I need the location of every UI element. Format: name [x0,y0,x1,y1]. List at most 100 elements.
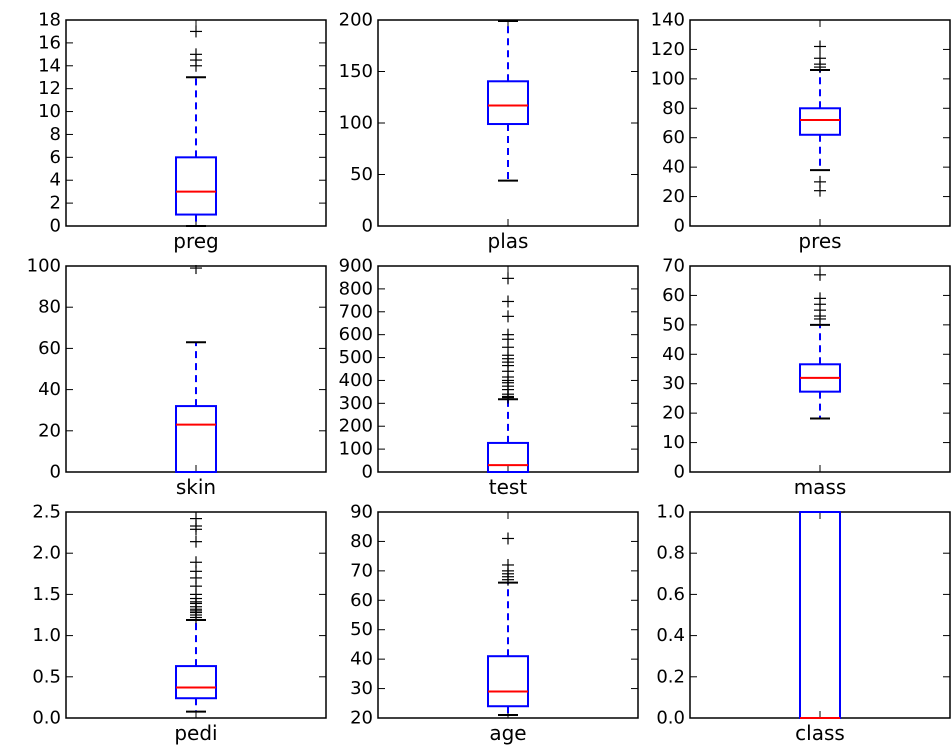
y-tick-label-preg: 14 [38,55,61,76]
y-tick-label-skin: 60 [38,338,61,359]
box-plas [487,80,529,126]
y-tick-label-pedi: 0.0 [32,708,61,729]
y-tick-label-test: 600 [339,324,373,345]
y-tick-label-skin: 40 [38,379,61,400]
y-tick-label-class: 0.4 [656,625,685,646]
y-tick-label-test: 100 [339,439,373,460]
y-tick-label-pedi: 2.0 [32,543,61,564]
box-age [487,655,529,708]
category-label-plas: plas [488,229,529,253]
plot-area-mass [799,268,841,420]
y-tick-label-preg: 18 [38,10,61,31]
y-tick-label-skin: 0 [50,462,61,483]
y-tick-label-mass: 10 [662,432,685,453]
category-label-skin: skin [176,475,216,499]
y-tick-label-preg: 2 [50,193,61,214]
y-tick-label-mass: 50 [662,314,685,335]
y-tick-label-test: 500 [339,347,373,368]
y-tick-label-preg: 6 [50,147,61,168]
y-tick-label-pres: 60 [662,127,685,148]
y-tick-label-plas: 200 [339,10,373,31]
category-label-pedi: pedi [174,721,217,745]
category-label-pres: pres [798,229,841,253]
y-tick-label-test: 300 [339,393,373,414]
subplot-skin: 0 20 40 60 80 100 skin [27,256,327,499]
y-tick-label-skin: 80 [38,297,61,318]
category-label-class: class [795,721,845,745]
y-tick-label-test: 700 [339,301,373,322]
y-tick-label-test: 900 [339,256,373,277]
subplot-plas: 0 50 100 150 200 plas [339,10,639,253]
plot-area-test [487,272,529,473]
y-tick-label-test: 200 [339,416,373,437]
y-tick-label-age: 60 [350,590,373,611]
plot-area-plas [487,20,529,182]
subplot-mass: 0 10 20 30 40 50 60 70 mass [662,256,951,499]
subplot-age: 20 30 40 50 60 70 80 90 age [350,502,639,745]
y-tick-label-mass: 40 [662,344,685,365]
box-skin [175,405,217,473]
box-pedi [175,665,217,700]
y-tick-label-age: 20 [350,708,373,729]
subplot-pedi: 0.0 0.5 1.0 1.5 2.0 2.5 pedi [32,502,327,745]
y-tick-label-age: 50 [350,619,373,640]
y-tick-label-pres: 0 [674,216,685,237]
y-tick-label-class: 0.2 [656,666,685,687]
category-label-mass: mass [794,475,847,499]
category-label-test: test [489,475,528,499]
y-tick-label-age: 80 [350,531,373,552]
y-tick-label-mass: 30 [662,373,685,394]
box-class [799,511,841,719]
y-tick-label-pedi: 1.0 [32,625,61,646]
plot-area-pedi [175,512,217,713]
y-tick-label-preg: 10 [38,101,61,122]
category-label-age: age [489,721,526,745]
y-tick-label-preg: 0 [50,216,61,237]
y-tick-label-preg: 4 [50,170,61,191]
y-tick-label-pres: 140 [651,10,685,31]
y-tick-label-class: 0.0 [656,708,685,729]
y-tick-label-pres: 40 [662,157,685,178]
plot-area-age [487,532,529,717]
box-test [487,441,529,473]
axes-frame-class [689,511,951,719]
y-tick-label-age: 40 [350,649,373,670]
y-tick-label-pres: 100 [651,68,685,89]
y-tick-label-age: 30 [350,678,373,699]
y-tick-label-preg: 12 [38,78,61,99]
y-tick-label-test: 800 [339,278,373,299]
plot-area-skin [175,265,217,473]
y-tick-label-mass: 20 [662,403,685,424]
y-tick-label-test: 0 [362,462,373,483]
y-tick-label-class: 0.6 [656,584,685,605]
box-preg [175,156,217,216]
y-tick-label-class: 1.0 [656,502,685,523]
box-pres [799,107,841,136]
subplot-pres: 0 20 40 60 80 100 120 140 pres [651,10,951,253]
y-tick-label-skin: 20 [38,420,61,441]
y-tick-label-preg: 16 [38,32,61,53]
y-tick-label-pedi: 1.5 [32,584,61,605]
y-tick-label-test: 400 [339,370,373,391]
y-tick-label-pres: 120 [651,39,685,60]
y-tick-label-plas: 150 [339,61,373,82]
y-tick-label-class: 0.8 [656,543,685,564]
y-tick-label-plas: 100 [339,113,373,134]
y-tick-label-pedi: 2.5 [32,502,61,523]
y-tick-label-plas: 0 [362,216,373,237]
plot-area-pres [799,40,841,197]
y-tick-label-skin: 100 [27,256,61,277]
y-tick-label-age: 70 [350,560,373,581]
y-tick-label-pres: 80 [662,98,685,119]
category-label-preg: preg [173,229,218,253]
y-tick-label-preg: 8 [50,124,61,145]
y-tick-label-plas: 50 [350,164,373,185]
y-tick-label-pedi: 0.5 [32,666,61,687]
plot-area-preg [175,25,217,227]
y-tick-label-age: 90 [350,502,373,523]
plot-area-class [799,511,841,719]
y-tick-label-mass: 0 [674,462,685,483]
